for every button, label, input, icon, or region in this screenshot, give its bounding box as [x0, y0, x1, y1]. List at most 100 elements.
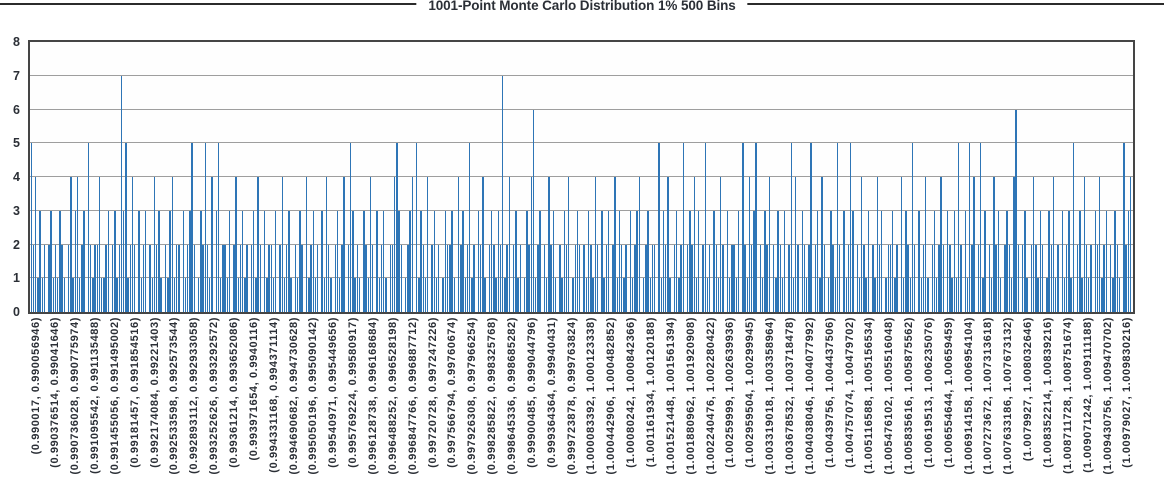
x-tick-label-9: (0.993252626, 0.993292572): [208, 317, 221, 475]
bar-382: [872, 244, 874, 312]
bar-420: [955, 278, 958, 312]
bar-222: [519, 244, 521, 312]
bar-404: [920, 278, 922, 312]
bar-458: [1039, 210, 1041, 312]
bar-117: [288, 210, 290, 312]
x-tick-label-12: (0.994331168, 0.994371114): [267, 317, 280, 473]
bar-210: [493, 244, 495, 312]
bar-74: [193, 244, 195, 312]
gridline-y3: [30, 209, 1133, 211]
bar-412: [938, 244, 940, 312]
x-tick-label-7: (0.992533598, 0.992573544): [168, 317, 181, 475]
bar-130: [316, 244, 319, 312]
bar-279: [645, 244, 647, 312]
bar-80: [206, 244, 209, 312]
bar-170: [405, 278, 407, 312]
bar-421: [958, 143, 960, 312]
x-tick-label-31: (1.001161934, 1.00120188): [644, 317, 657, 468]
bar-127: [310, 244, 312, 312]
bar-198: [466, 244, 469, 312]
bar-190: [449, 244, 451, 312]
bar-424: [964, 210, 967, 312]
plot-area: [28, 40, 1135, 314]
bar-197: [464, 278, 466, 312]
bar-20: [74, 210, 76, 312]
bar-463: [1050, 244, 1052, 312]
bar-319: [733, 244, 735, 312]
bar-187: [442, 278, 444, 312]
bar-212: [497, 210, 499, 312]
bar-229: [535, 278, 537, 312]
bar-450: [1021, 244, 1024, 312]
bar-281: [649, 278, 651, 312]
bar-259: [601, 210, 603, 312]
x-tick-label-26: (0.999364364, 0.99940431): [545, 317, 558, 468]
bar-52: [145, 210, 147, 312]
bar-338: [775, 278, 777, 312]
bar-59: [160, 278, 162, 312]
bar-360: [823, 244, 826, 312]
bar-200: [471, 278, 473, 312]
bar-484: [1096, 244, 1099, 312]
bar-55: [151, 278, 154, 312]
bar-221: [517, 278, 519, 312]
bar-135: [327, 244, 330, 312]
bar-425: [966, 278, 969, 312]
bar-479: [1085, 244, 1088, 312]
bar-443: [1006, 210, 1008, 312]
bar-90: [228, 210, 231, 312]
bar-391: [891, 210, 894, 312]
bar-255: [592, 278, 594, 312]
x-tick-label-28: (1.000083392, 1.000123338): [585, 317, 598, 475]
bar-465: [1054, 278, 1057, 312]
bar-312: [717, 278, 720, 312]
x-tick-label-55: (1.00979027, 1.009830216): [1121, 317, 1134, 468]
bar-379: [865, 278, 867, 312]
bar-395: [900, 177, 903, 312]
bar-214: [501, 75, 504, 312]
bar-63: [169, 210, 171, 312]
bar-231: [539, 210, 541, 312]
bar-487: [1103, 244, 1105, 312]
bar-399: [909, 278, 911, 312]
bar-448: [1017, 244, 1019, 312]
bar-220: [515, 210, 517, 312]
bar-142: [343, 177, 345, 312]
bar-403: [918, 210, 920, 312]
bar-33: [103, 278, 105, 312]
bar-280: [647, 210, 649, 312]
bar-298: [687, 244, 689, 312]
bar-132: [321, 210, 323, 312]
bar-499: [1129, 177, 1132, 312]
bar-39: [116, 278, 118, 312]
bar-95: [239, 244, 242, 312]
bar-215: [504, 278, 506, 312]
bar-32: [101, 278, 103, 312]
y-tick-1: 1: [13, 271, 20, 286]
x-tick-label-11: (0.993971654, 0.9940116): [247, 317, 260, 461]
bar-332: [761, 278, 764, 312]
bar-165: [394, 177, 396, 312]
x-tick-label-23: (0.998285822, 0.998325768): [486, 317, 499, 475]
bar-118: [290, 278, 292, 312]
bar-77: [200, 210, 202, 312]
x-tick-label-38: (1.003678532, 1.003718478): [783, 317, 796, 475]
bar-439: [997, 210, 1000, 312]
y-tick-5: 5: [13, 136, 20, 151]
bar-471: [1068, 210, 1070, 312]
bar-289: [667, 177, 669, 312]
bar-432: [982, 278, 984, 312]
bar-393: [896, 244, 898, 312]
bar-431: [980, 143, 982, 312]
bar-177: [420, 210, 422, 312]
bar-286: [660, 278, 662, 312]
bar-457: [1037, 278, 1039, 312]
bar-21: [76, 177, 79, 312]
bar-433: [984, 210, 986, 312]
bar-480: [1088, 278, 1090, 312]
bar-388: [885, 278, 887, 312]
bar-485: [1099, 177, 1101, 312]
bar-154: [369, 177, 372, 312]
bar-276: [638, 177, 640, 312]
x-tick-label-19: (0.996847766, 0.996887712): [406, 317, 419, 475]
